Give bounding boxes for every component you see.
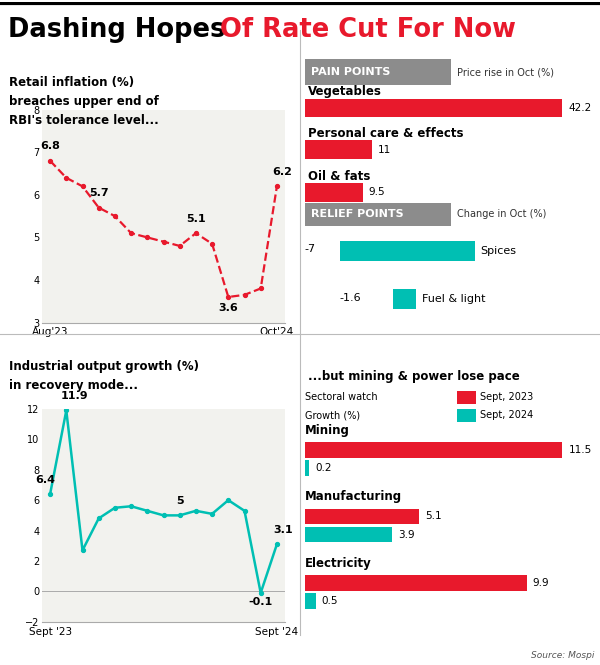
Bar <box>305 460 309 476</box>
Text: 6.2: 6.2 <box>272 167 292 177</box>
Text: Dashing Hopes: Dashing Hopes <box>8 17 235 43</box>
Bar <box>305 593 316 609</box>
Text: 11.9: 11.9 <box>61 392 88 402</box>
Bar <box>305 99 562 118</box>
Text: -1.6: -1.6 <box>340 293 362 303</box>
Text: 5.1: 5.1 <box>186 213 206 224</box>
Bar <box>305 527 392 543</box>
Bar <box>457 409 476 422</box>
Bar <box>305 442 562 458</box>
Text: Spices: Spices <box>481 246 517 256</box>
Bar <box>305 183 363 201</box>
Text: Retail inflation (%)
breaches upper end of
RBI's tolerance level...: Retail inflation (%) breaches upper end … <box>9 76 159 128</box>
Text: -0.1: -0.1 <box>248 597 273 606</box>
Text: Fuel & light: Fuel & light <box>422 293 485 303</box>
Bar <box>305 575 527 591</box>
Text: 6.4: 6.4 <box>35 475 55 485</box>
Text: RELIEF POINTS: RELIEF POINTS <box>311 209 403 219</box>
Text: 9.5: 9.5 <box>368 188 385 198</box>
Text: 11: 11 <box>378 144 391 154</box>
Text: Vegetables: Vegetables <box>308 84 382 98</box>
Text: Electricity: Electricity <box>305 557 371 570</box>
Bar <box>305 509 419 524</box>
Text: 42.2: 42.2 <box>568 103 592 113</box>
Text: Sectoral watch: Sectoral watch <box>305 392 377 402</box>
Text: Sept, 2023: Sept, 2023 <box>481 392 534 402</box>
Text: 5: 5 <box>176 496 184 506</box>
Text: Mining: Mining <box>305 424 350 436</box>
Bar <box>340 241 475 261</box>
Text: -7: -7 <box>305 244 316 254</box>
Text: Manufacturing: Manufacturing <box>305 490 402 503</box>
Text: Personal care & effects: Personal care & effects <box>308 128 463 140</box>
Text: ...but mining & power lose pace: ...but mining & power lose pace <box>308 370 520 383</box>
Text: Growth (%): Growth (%) <box>305 410 360 420</box>
Text: 11.5: 11.5 <box>568 445 592 455</box>
Text: 0.5: 0.5 <box>322 596 338 606</box>
Text: Price rise in Oct (%): Price rise in Oct (%) <box>457 67 554 77</box>
Text: PAIN POINTS: PAIN POINTS <box>311 67 390 77</box>
Text: 5.7: 5.7 <box>89 188 109 198</box>
Bar <box>457 390 476 404</box>
Text: 6.8: 6.8 <box>40 142 60 152</box>
Text: Source: Mospi: Source: Mospi <box>531 652 595 660</box>
Text: 0.2: 0.2 <box>315 463 332 473</box>
Text: 5.1: 5.1 <box>425 511 442 521</box>
Text: Oil & fats: Oil & fats <box>308 170 370 183</box>
Text: 9.9: 9.9 <box>532 578 549 588</box>
Bar <box>305 203 451 226</box>
Bar <box>305 59 451 85</box>
Text: 3.9: 3.9 <box>398 529 415 539</box>
Text: 3.1: 3.1 <box>274 525 293 535</box>
Text: Change in Oct (%): Change in Oct (%) <box>457 209 547 219</box>
Bar <box>392 289 416 309</box>
Text: Of Rate Cut For Now: Of Rate Cut For Now <box>220 17 516 43</box>
Text: Industrial output growth (%)
in recovery mode...: Industrial output growth (%) in recovery… <box>9 360 199 392</box>
Bar <box>305 140 372 159</box>
Text: Sept, 2024: Sept, 2024 <box>481 410 534 420</box>
Text: 3.6: 3.6 <box>218 303 238 313</box>
